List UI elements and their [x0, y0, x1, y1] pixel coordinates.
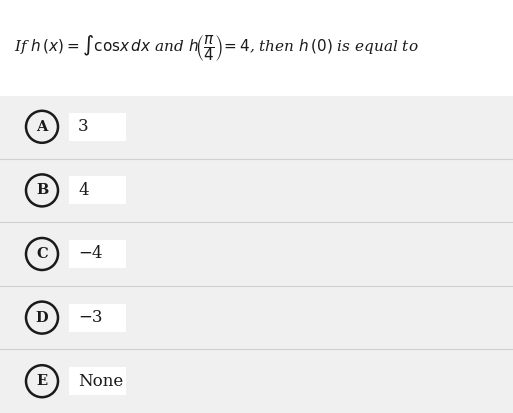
Text: E: E	[36, 374, 48, 388]
FancyBboxPatch shape	[0, 223, 513, 286]
FancyBboxPatch shape	[69, 304, 126, 332]
FancyBboxPatch shape	[69, 113, 126, 141]
Text: C: C	[36, 247, 48, 261]
Text: B: B	[36, 183, 48, 197]
Text: D: D	[36, 311, 48, 325]
Text: 4: 4	[78, 182, 89, 199]
FancyBboxPatch shape	[0, 350, 513, 413]
Text: −4: −4	[78, 245, 103, 263]
Text: −3: −3	[78, 309, 103, 326]
FancyBboxPatch shape	[0, 287, 513, 349]
Text: A: A	[36, 120, 48, 134]
FancyBboxPatch shape	[69, 176, 126, 204]
Text: None: None	[78, 373, 123, 390]
FancyBboxPatch shape	[69, 367, 126, 395]
FancyBboxPatch shape	[0, 0, 513, 95]
FancyBboxPatch shape	[0, 159, 513, 222]
Text: If $h\,(x)=\int \mathrm{cos}x\,dx$ and $h\!\left(\dfrac{\pi}{4}\right)\!=4$, the: If $h\,(x)=\int \mathrm{cos}x\,dx$ and $…	[14, 33, 419, 63]
Text: 3: 3	[78, 118, 89, 135]
FancyBboxPatch shape	[69, 240, 126, 268]
FancyBboxPatch shape	[0, 96, 513, 159]
